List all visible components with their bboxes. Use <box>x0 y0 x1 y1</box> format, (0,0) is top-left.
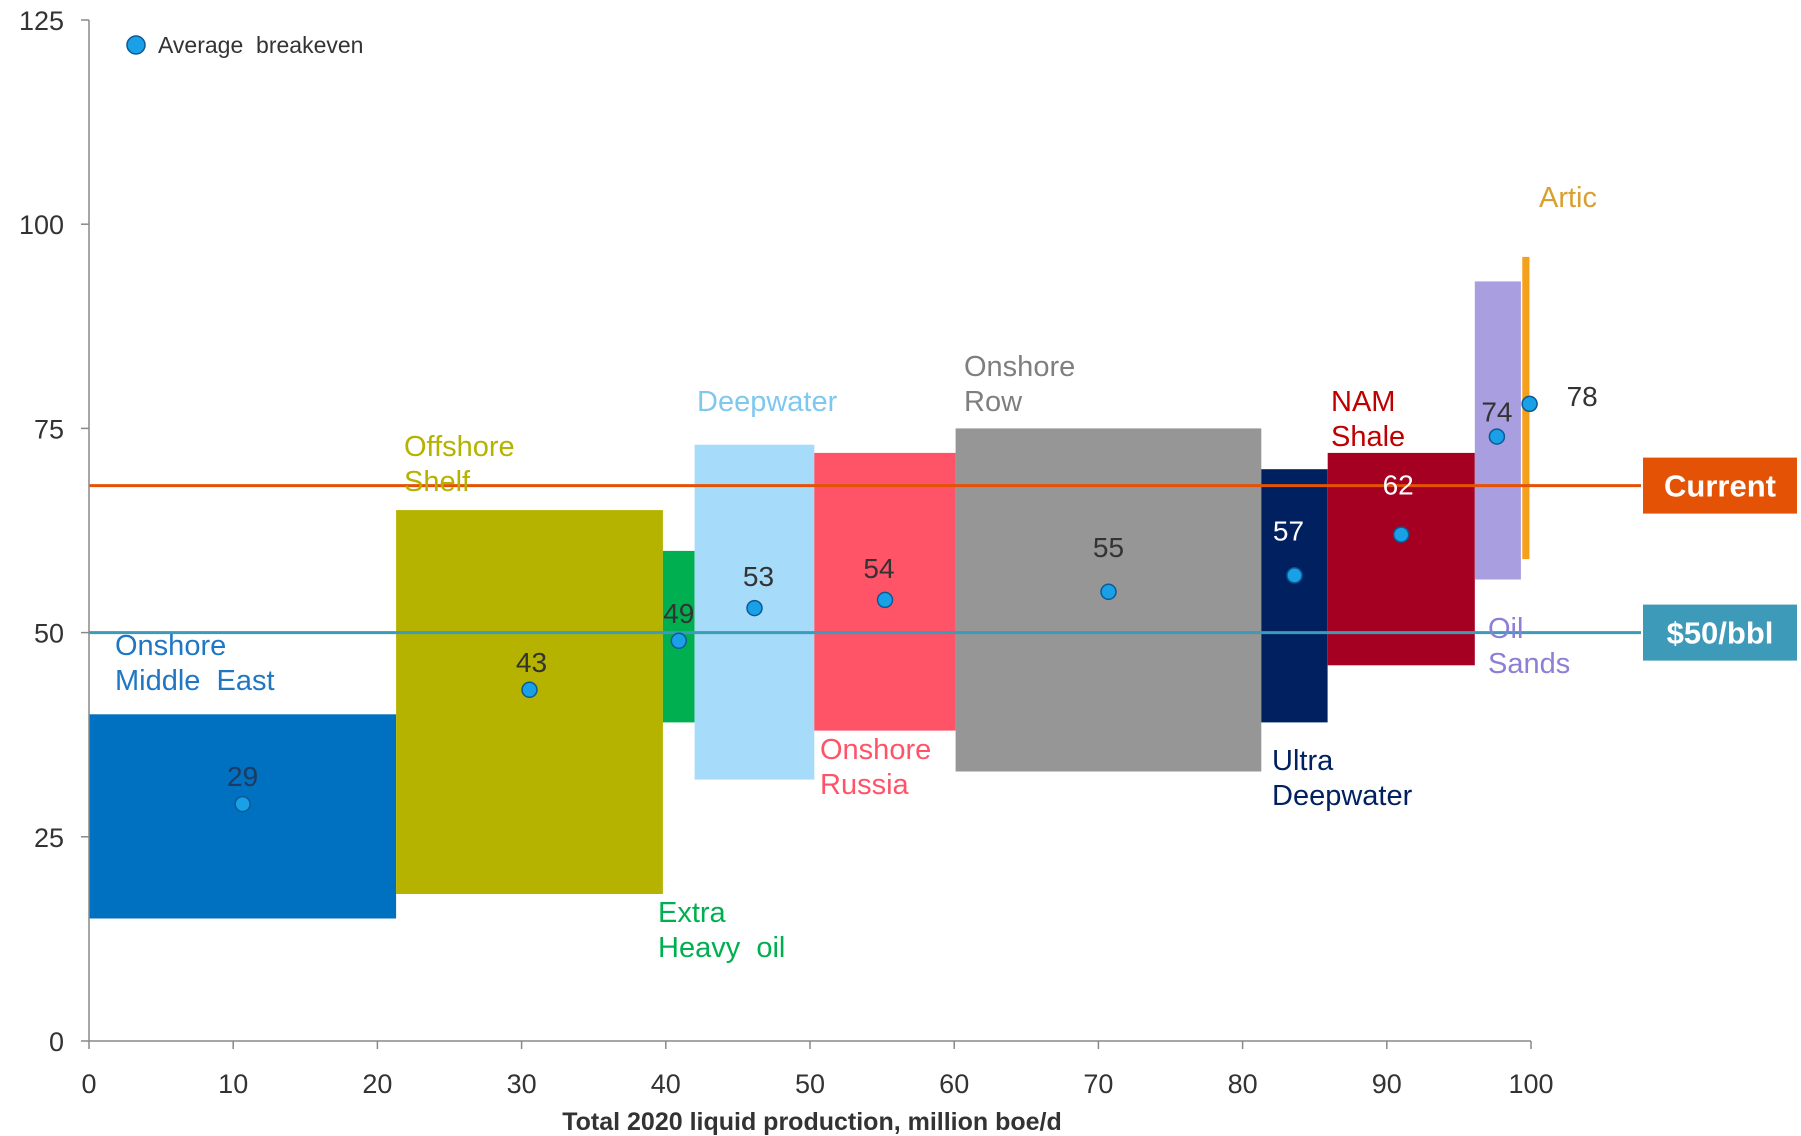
segment-label-line: Heavy oil <box>658 932 785 964</box>
x-tick-label-80: 80 <box>1228 1069 1258 1099</box>
segment-label-offshore-shelf: Offshore Shelf <box>404 431 515 498</box>
segment-label-line: Deepwater <box>1272 780 1413 812</box>
segment-label-onshore-row: Onshore Row <box>964 351 1075 418</box>
value-label-deepwater: 53 <box>743 561 774 592</box>
x-tick-label-90: 90 <box>1372 1069 1402 1099</box>
breakeven-marker-deepwater <box>746 599 763 617</box>
breakeven-marker-offshore-shelf <box>521 681 538 699</box>
segment-label-deepwater: Deepwater <box>697 386 838 418</box>
reference-tag-50-bbl <box>1643 604 1797 661</box>
segment-label-ultra-deepwater: Ultra Deepwater <box>1272 745 1413 812</box>
breakeven-marker-onshore-middle-east <box>234 795 251 813</box>
breakeven-marker-onshore-row <box>1100 583 1117 601</box>
y-tick-label-100: 100 <box>19 210 64 240</box>
segment-label-line: Sands <box>1488 648 1570 680</box>
segment-label-line: Extra <box>658 897 727 929</box>
y-tick-label-0: 0 <box>49 1027 64 1057</box>
segment-label-nam-shale: NAM Shale <box>1331 386 1405 453</box>
segment-label-line: Russia <box>820 769 910 801</box>
segment-label-line: Onshore <box>820 734 931 766</box>
value-label-onshore-row: 55 <box>1093 532 1124 563</box>
value-label-onshore-russia: 54 <box>863 553 894 584</box>
y-tick-label-125: 125 <box>19 6 64 36</box>
value-label-artic: 78 <box>1567 381 1598 412</box>
segment-label-artic: Artic <box>1539 182 1597 214</box>
x-tick-label-20: 20 <box>362 1069 392 1099</box>
bars-layer <box>89 256 1530 919</box>
x-tick-label-10: 10 <box>218 1069 248 1099</box>
x-tick-label-40: 40 <box>651 1069 681 1099</box>
x-tick-label-100: 100 <box>1508 1069 1553 1099</box>
x-tick-label-60: 60 <box>939 1069 969 1099</box>
x-axis-title: Total 2020 liquid production, million bo… <box>562 1108 1062 1136</box>
value-label-nam-shale: 62 <box>1383 470 1414 501</box>
breakeven-marker-nam-shale <box>1392 526 1410 543</box>
segment-label-line: Row <box>964 386 1023 418</box>
value-label-extra-heavy-oil: 49 <box>663 598 694 629</box>
segment-label-onshore-middle-east: Onshore Middle East <box>115 630 275 697</box>
reference-tag-label-current: Current <box>1664 469 1776 504</box>
segment-label-line: Onshore <box>115 630 226 662</box>
segment-label-line: NAM <box>1331 386 1395 418</box>
y-tick-label-75: 75 <box>34 414 64 444</box>
value-label-onshore-middle-east: 29 <box>227 761 258 792</box>
breakeven-marker-onshore-russia <box>876 591 894 609</box>
segment-label-line: Shelf <box>404 466 471 498</box>
legend-marker-icon <box>126 35 146 55</box>
breakeven-markers-layer <box>234 395 1538 813</box>
x-tick-label-50: 50 <box>795 1069 825 1099</box>
bar-ultra-deepwater <box>1261 469 1328 723</box>
value-label-offshore-shelf: 43 <box>516 647 547 678</box>
axes-layer: 0 25 50 75 100 125 0 10 20 30 40 50 60 70 80 90 100 <box>19 6 1554 1099</box>
value-label-ultra-deepwater: 57 <box>1273 515 1304 546</box>
y-tick-label-50: 50 <box>34 619 64 649</box>
legend: Average breakeven <box>126 32 363 58</box>
segment-label-line: Offshore <box>404 431 515 463</box>
breakeven-marker-oil-sands <box>1488 428 1506 445</box>
reference-tag-current <box>1643 457 1797 514</box>
segment-label-line: Ultra <box>1272 745 1334 777</box>
segment-label-line: Deepwater <box>697 386 838 418</box>
reference-tag-label-50-bbl: $50/bbl <box>1667 616 1774 651</box>
segment-label-line: Oil <box>1488 613 1523 645</box>
segment-label-line: Artic <box>1539 182 1597 214</box>
segment-label-oil-sands: Oil Sands <box>1488 613 1570 680</box>
value-label-oil-sands: 74 <box>1481 397 1512 428</box>
legend-label: Average breakeven <box>158 32 363 58</box>
bar-offshore-shelf <box>396 510 663 894</box>
breakeven-marker-artic <box>1521 395 1538 413</box>
x-tick-label-0: 0 <box>81 1069 96 1099</box>
segment-label-line: Shale <box>1331 421 1405 453</box>
reference-lines-layer: Current $50/bbl <box>89 457 1797 661</box>
bar-onshore-middle-east <box>89 714 397 919</box>
breakeven-marker-ultra-deepwater <box>1286 567 1303 584</box>
x-tick-label-70: 70 <box>1083 1069 1113 1099</box>
segment-label-line: Middle East <box>115 665 275 697</box>
segment-label-onshore-russia: Onshore Russia <box>820 734 931 801</box>
segment-label-extra-heavy-oil: Extra Heavy oil <box>658 897 785 964</box>
breakeven-marker-extra-heavy-oil <box>670 632 688 650</box>
y-tick-label-25: 25 <box>34 823 64 853</box>
segment-label-line: Onshore <box>964 351 1075 383</box>
bar-nam-shale <box>1327 452 1475 666</box>
x-tick-label-30: 30 <box>507 1069 537 1099</box>
